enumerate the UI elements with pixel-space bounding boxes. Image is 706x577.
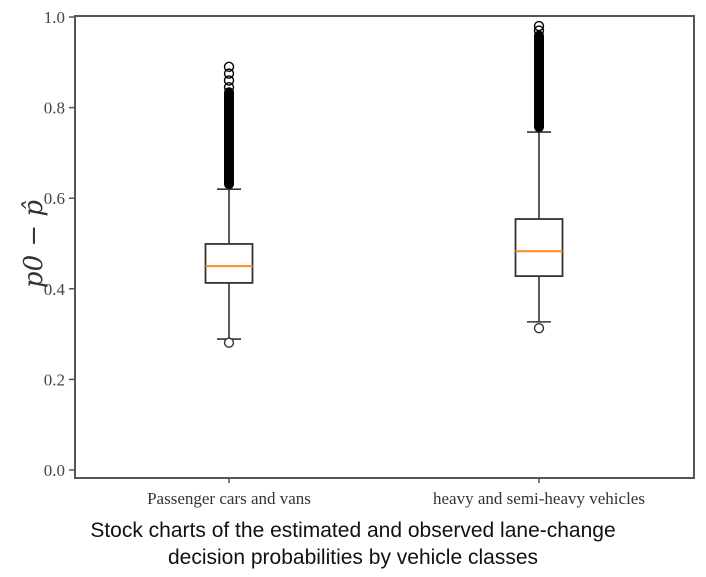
y-tick-label: 0.4	[44, 280, 66, 299]
outlier-point	[223, 75, 235, 86]
outliers-dense	[224, 87, 234, 190]
iqr-box	[204, 243, 254, 284]
y-tick-label: 0.2	[44, 370, 65, 389]
y-axis: 0.0 0.2 0.4 0.6 0.8 1.0	[44, 8, 75, 480]
box-1	[204, 61, 254, 348]
caption-line-2: decision probabilities by vehicle classe…	[167, 546, 539, 569]
outlier-point	[223, 61, 235, 73]
caption-line-1: Stock charts of the estimated and observ…	[90, 519, 616, 542]
x-axis: Passenger cars and vans heavy and semi-he…	[147, 478, 645, 508]
outlier-point	[533, 20, 545, 32]
figure-caption: Stock charts of the estimated and observ…	[0, 517, 706, 571]
boxplot-chart: 0.0 0.2 0.4 0.6 0.8 1.0 Passenger cars and va…	[19, 8, 695, 508]
y-tick-label: 0.8	[44, 99, 65, 118]
y-tick-label: 1.0	[44, 8, 65, 27]
plot-border	[74, 15, 695, 479]
outlier-point	[223, 68, 235, 79]
x-tick-label: Passenger cars and vans	[147, 489, 311, 508]
outlier-point	[223, 82, 235, 93]
box-series	[204, 20, 564, 348]
outlier-point	[533, 25, 545, 36]
outliers-dense	[534, 30, 544, 133]
x-tick-label: heavy and semi-heavy vehicles	[433, 489, 645, 508]
outlier-point	[533, 323, 545, 334]
y-axis-label: p0 − p̂	[19, 200, 49, 289]
y-tick-label: 0.0	[44, 461, 65, 480]
outlier-point	[223, 337, 235, 348]
plot-frame	[74, 15, 695, 479]
box-2	[514, 20, 564, 334]
iqr-box	[514, 218, 564, 278]
y-tick-label: 0.6	[44, 189, 65, 208]
